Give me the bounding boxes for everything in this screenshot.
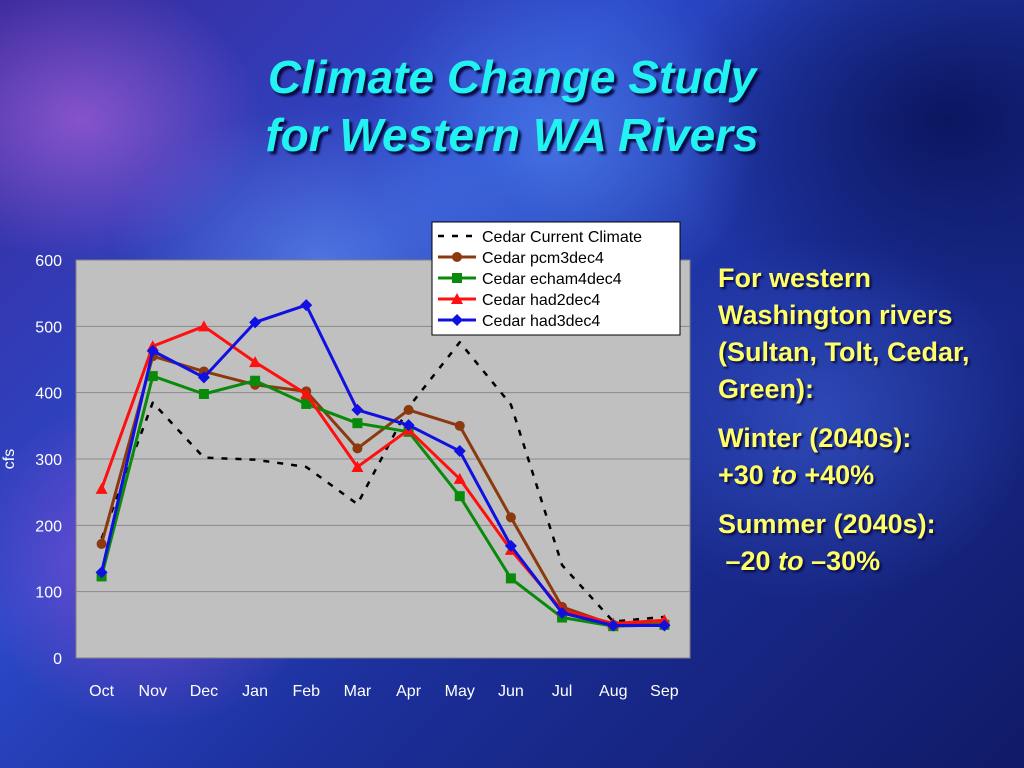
point-cedar-had3dec4-apr: [402, 419, 415, 432]
point-cedar-had3dec4-may: [453, 445, 466, 458]
title-line-1: Climate Change Study: [267, 51, 757, 103]
x-tick-label-nov: Nov: [139, 683, 167, 700]
y-tick-label-400: 400: [35, 386, 62, 403]
x-tick-label-mar: Mar: [344, 683, 372, 700]
winter-to-word: to: [771, 460, 797, 490]
title-line-2: for Western WA Rivers: [265, 109, 759, 161]
y-tick-label-600: 600: [35, 253, 62, 270]
point-cedar-pcm3dec4-mar: [352, 443, 363, 454]
point-cedar-had3dec4-dec: [197, 371, 210, 384]
point-cedar-pcm3dec4-apr: [403, 404, 414, 415]
point-cedar-had2dec4-jan: [249, 356, 262, 368]
point-cedar-echam4dec4-jan: [250, 375, 261, 386]
x-tick-label-may: May: [445, 683, 475, 700]
legend-label-cedar-current-climate: Cedar Current Climate: [482, 229, 642, 246]
series-line-cedar-current-climate: [100, 341, 665, 623]
point-cedar-had2dec4-mar: [351, 460, 364, 472]
point-cedar-had3dec4-jun: [504, 539, 517, 552]
summer-to-word: to: [778, 546, 804, 576]
point-cedar-pcm3dec4-may: [454, 420, 465, 431]
point-cedar-had3dec4-oct: [95, 566, 108, 579]
point-cedar-had2dec4-feb: [300, 387, 313, 399]
summary-intro: For western Washington rivers (Sultan, T…: [718, 263, 970, 404]
point-cedar-echam4dec4-mar: [352, 418, 363, 429]
y-tick-label-100: 100: [35, 585, 62, 602]
summer-label: Summer (2040s):: [718, 509, 936, 539]
y-axis-label: cfs: [1, 449, 18, 469]
series-line-cedar-had3dec4: [100, 303, 665, 627]
point-cedar-echam4dec4-feb: [301, 398, 312, 409]
point-cedar-echam4dec4-jun: [505, 573, 516, 584]
y-tick-label-0: 0: [53, 651, 62, 668]
series-line-cedar-echam4dec4: [100, 374, 665, 628]
summer-summary: Summer (2040s): –20 to –30%: [718, 506, 1018, 580]
y-tick-label-500: 500: [35, 319, 62, 336]
legend-label-cedar-echam4dec4: Cedar echam4dec4: [482, 271, 622, 288]
winter-summary: Winter (2040s): +30 to +40%: [718, 420, 1018, 494]
point-cedar-echam4dec4-may: [454, 491, 465, 502]
summer-to: –30%: [811, 546, 881, 576]
point-cedar-echam4dec4-nov: [147, 371, 158, 382]
x-tick-label-jun: Jun: [498, 683, 524, 700]
x-tick-label-jan: Jan: [242, 683, 268, 700]
legend-marker-cedar-had3dec4: [451, 314, 463, 326]
x-tick-label-sep: Sep: [650, 683, 679, 700]
x-tick-label-oct: Oct: [89, 683, 114, 700]
legend-marker-cedar-echam4dec4: [452, 273, 462, 283]
point-cedar-had2dec4-may: [453, 472, 466, 484]
x-tick-label-apr: Apr: [396, 683, 422, 700]
summer-from: –20: [725, 546, 771, 576]
summary-text: For western Washington rivers (Sultan, T…: [718, 260, 1018, 592]
point-cedar-had3dec4-jan: [249, 316, 262, 329]
point-cedar-echam4dec4-dec: [198, 388, 209, 399]
x-tick-label-aug: Aug: [599, 683, 627, 700]
y-tick-label-200: 200: [35, 518, 62, 535]
point-cedar-had3dec4-jul: [556, 606, 569, 619]
legend-marker-cedar-had2dec4: [451, 293, 463, 304]
x-tick-label-feb: Feb: [292, 683, 320, 700]
y-tick-label-300: 300: [35, 452, 62, 469]
x-tick-label-jul: Jul: [552, 683, 572, 700]
point-cedar-had2dec4-oct: [95, 482, 108, 494]
point-cedar-had3dec4-aug: [607, 619, 620, 632]
winter-to: +40%: [804, 460, 875, 490]
point-cedar-had2dec4-dec: [197, 320, 210, 332]
point-cedar-pcm3dec4-jun: [505, 512, 516, 523]
series-line-cedar-pcm3dec4: [100, 354, 665, 627]
series-line-cedar-had2dec4: [100, 324, 665, 626]
legend-label-cedar-had3dec4: Cedar had3dec4: [482, 313, 600, 330]
winter-label: Winter (2040s):: [718, 423, 912, 453]
point-cedar-had3dec4-feb: [300, 299, 313, 312]
slide-title: Climate Change Study for Western WA Rive…: [0, 48, 1024, 164]
legend-label-cedar-had2dec4: Cedar had2dec4: [482, 292, 600, 309]
point-cedar-had3dec4-sep: [658, 619, 671, 632]
legend-marker-cedar-pcm3dec4: [452, 252, 462, 262]
winter-from: +30: [718, 460, 764, 490]
point-cedar-had3dec4-nov: [146, 344, 159, 357]
point-cedar-pcm3dec4-oct: [96, 538, 107, 549]
point-cedar-had3dec4-mar: [351, 403, 364, 416]
legend-label-cedar-pcm3dec4: Cedar pcm3dec4: [482, 250, 604, 267]
x-tick-label-dec: Dec: [190, 683, 218, 700]
